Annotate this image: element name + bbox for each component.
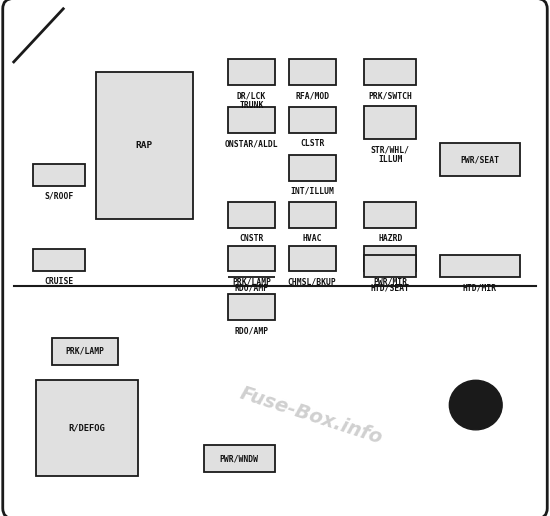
FancyBboxPatch shape xyxy=(364,255,416,277)
FancyBboxPatch shape xyxy=(440,255,520,277)
FancyBboxPatch shape xyxy=(33,164,85,186)
Text: Fuse-Box.info: Fuse-Box.info xyxy=(237,383,384,447)
Text: RFA/MOD: RFA/MOD xyxy=(295,91,329,100)
Text: RDO/AMP: RDO/AMP xyxy=(234,283,269,292)
FancyBboxPatch shape xyxy=(364,106,416,139)
FancyBboxPatch shape xyxy=(289,107,336,133)
FancyBboxPatch shape xyxy=(364,246,416,271)
Text: RAP: RAP xyxy=(136,141,153,150)
FancyBboxPatch shape xyxy=(440,143,520,176)
Text: DR/LCK
TRUNK: DR/LCK TRUNK xyxy=(237,91,266,110)
Text: CRUISE: CRUISE xyxy=(45,277,74,286)
FancyBboxPatch shape xyxy=(364,202,416,228)
Text: CLSTR: CLSTR xyxy=(300,139,324,148)
Text: CHMSL/BKUP: CHMSL/BKUP xyxy=(288,277,337,286)
Circle shape xyxy=(449,380,502,430)
Polygon shape xyxy=(14,9,63,62)
Text: ONSTAR/ALDL: ONSTAR/ALDL xyxy=(225,139,278,148)
FancyBboxPatch shape xyxy=(52,338,118,365)
FancyBboxPatch shape xyxy=(228,294,275,320)
Text: R/DEFOG: R/DEFOG xyxy=(68,424,105,432)
FancyBboxPatch shape xyxy=(3,0,547,516)
Text: S/ROOF: S/ROOF xyxy=(45,192,74,201)
Text: HAZRD: HAZRD xyxy=(378,234,403,243)
FancyBboxPatch shape xyxy=(204,445,275,472)
Text: PWR/MIR: PWR/MIR xyxy=(373,277,408,286)
Text: PWR/SEAT: PWR/SEAT xyxy=(460,155,499,164)
Text: PRK/SWTCH: PRK/SWTCH xyxy=(368,91,412,100)
FancyBboxPatch shape xyxy=(228,202,275,228)
FancyBboxPatch shape xyxy=(96,72,192,219)
FancyBboxPatch shape xyxy=(289,59,336,85)
FancyBboxPatch shape xyxy=(364,59,416,85)
Text: PWR/WNDW: PWR/WNDW xyxy=(220,454,258,463)
Text: PRK/LAMP: PRK/LAMP xyxy=(66,347,104,356)
FancyBboxPatch shape xyxy=(289,155,336,181)
FancyBboxPatch shape xyxy=(228,107,275,133)
Text: RDO/AMP: RDO/AMP xyxy=(234,326,269,335)
Text: STR/WHL/
ILLUM: STR/WHL/ ILLUM xyxy=(371,146,410,164)
FancyBboxPatch shape xyxy=(228,59,275,85)
Text: INT/ILLUM: INT/ILLUM xyxy=(290,187,334,196)
Text: HTD/MIR: HTD/MIR xyxy=(463,283,497,292)
FancyBboxPatch shape xyxy=(289,202,336,228)
FancyBboxPatch shape xyxy=(228,246,275,271)
FancyBboxPatch shape xyxy=(289,246,336,271)
Text: HTD/SEAT: HTD/SEAT xyxy=(371,283,410,292)
Text: HVAC: HVAC xyxy=(302,234,322,243)
FancyBboxPatch shape xyxy=(36,380,138,476)
Text: CNSTR: CNSTR xyxy=(239,234,264,243)
Text: PRK/LAMP: PRK/LAMP xyxy=(232,277,271,286)
FancyBboxPatch shape xyxy=(33,249,85,271)
